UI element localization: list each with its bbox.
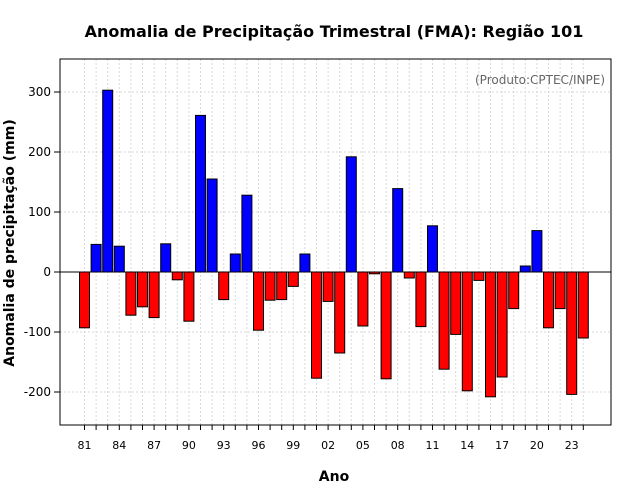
bar-1994 (229, 253, 241, 273)
bar-2001 (311, 271, 322, 379)
x-tick-label: 08 (391, 439, 405, 452)
bar-2007 (380, 271, 392, 380)
y-tick-label: 0 (43, 265, 51, 279)
plot-frame (59, 58, 612, 426)
bar-1983 (102, 89, 114, 273)
x-tick-label: 23 (565, 439, 579, 452)
x-axis: 81 84 87 90 93 96 99 02 05 08 11 14 17 20 23 (78, 425, 584, 452)
bar-2020 (531, 230, 543, 273)
x-axis-label: Ano (319, 469, 350, 485)
y-tick-label: -200 (24, 385, 51, 399)
bar-1993 (218, 271, 230, 301)
bar-2021 (543, 271, 554, 329)
chart-title: Anomalia de Precipitação Trimestral (FMA… (85, 22, 584, 41)
bar-2024 (577, 271, 589, 339)
bar-1982 (90, 243, 102, 273)
bar-2014 (461, 271, 473, 392)
bar-2004 (345, 156, 357, 273)
bar-1990 (183, 271, 195, 322)
y-axis: -200 -100 0 100 200 300 (24, 85, 60, 399)
bar-2022 (554, 271, 566, 310)
bar-1989 (171, 271, 183, 281)
x-tick-label: 87 (147, 439, 161, 452)
y-axis-label: Anomalia de precipitação (mm) (2, 119, 18, 366)
x-tick-label: 96 (252, 439, 266, 452)
bar-2016 (485, 271, 496, 398)
bar-2000 (299, 253, 311, 273)
bar-1999 (287, 271, 299, 287)
bars (79, 89, 589, 398)
bar-2018 (508, 271, 520, 310)
bar-2003 (334, 271, 346, 354)
bar-2015 (473, 271, 485, 281)
x-tick-label: 93 (217, 439, 231, 452)
y-tick-label: -100 (24, 325, 51, 339)
x-tick-label: 17 (495, 439, 509, 452)
x-tick-label: 84 (112, 439, 126, 452)
bar-2017 (496, 271, 508, 378)
bar-2010 (415, 271, 427, 328)
bar-2002 (322, 271, 334, 302)
bar-2008 (392, 188, 404, 273)
grid (60, 59, 611, 425)
bar-1998 (276, 271, 288, 301)
bar-2023 (566, 271, 578, 395)
bar-1984 (113, 245, 125, 273)
x-tick-label: 05 (356, 439, 370, 452)
bar-2012 (438, 271, 450, 370)
bar-2019 (519, 265, 531, 273)
y-tick-label: 300 (28, 85, 51, 99)
bar-1986 (137, 271, 148, 308)
credit-text: (Produto:CPTEC/INPE) (475, 73, 605, 87)
x-tick-label: 02 (321, 439, 335, 452)
bar-1991 (195, 114, 206, 273)
bar-1996 (253, 271, 264, 331)
x-tick-label: 11 (426, 439, 440, 452)
x-tick-label: 14 (460, 439, 474, 452)
bar-2009 (403, 271, 415, 279)
bar-2005 (357, 271, 369, 327)
bar-1992 (206, 178, 218, 273)
bar-1995 (241, 194, 253, 273)
x-tick-label: 99 (286, 439, 300, 452)
bar-1988 (160, 243, 172, 273)
y-tick-label: 100 (28, 205, 51, 219)
bar-1997 (264, 271, 276, 301)
bar-2011 (427, 225, 438, 273)
bar-1987 (148, 271, 160, 319)
bar-1981 (79, 271, 90, 329)
x-tick-label: 20 (530, 439, 544, 452)
x-tick-label: 81 (78, 439, 92, 452)
bar-2013 (450, 271, 462, 335)
bar-1985 (125, 271, 137, 316)
y-tick-label: 200 (28, 145, 51, 159)
x-tick-label: 90 (182, 439, 196, 452)
